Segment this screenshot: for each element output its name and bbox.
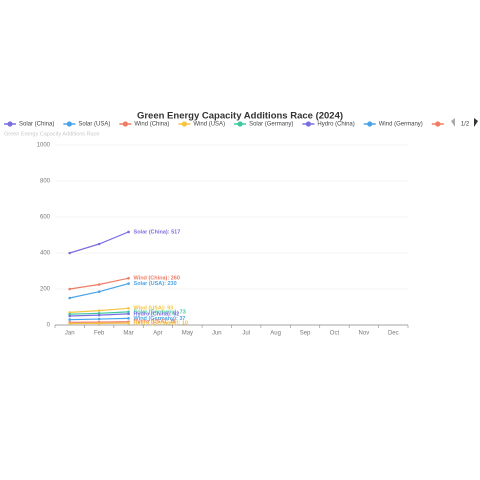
end-label: Solar (Germany): 73 bbox=[134, 309, 186, 315]
legend-label: Solar (China) bbox=[19, 122, 54, 128]
end-label: Wind (China): 260 bbox=[134, 276, 180, 282]
data-point bbox=[127, 310, 130, 314]
legend-label: Solar (USA) bbox=[78, 122, 110, 128]
end-label: Hydro (USA): 18 bbox=[134, 319, 176, 325]
end-label: Wind (USA): 93 bbox=[134, 306, 174, 312]
data-point bbox=[68, 318, 72, 321]
y-tick-label: 600 bbox=[40, 215, 51, 221]
data-point bbox=[97, 313, 101, 317]
legend-next[interactable] bbox=[474, 118, 478, 127]
series-line bbox=[69, 231, 129, 254]
data-point bbox=[68, 322, 72, 325]
data-point bbox=[68, 312, 72, 316]
data-point bbox=[68, 296, 72, 300]
x-tick-label: Jul bbox=[242, 331, 250, 337]
legend-icon bbox=[181, 121, 187, 127]
data-point bbox=[127, 230, 130, 234]
data-point bbox=[127, 282, 130, 285]
y-tick-label: 400 bbox=[40, 251, 51, 257]
chart-subtitle: Green Energy Capacity Additions Race bbox=[4, 131, 99, 137]
legend-label: Wind (Germany) bbox=[379, 122, 423, 128]
legend-icon bbox=[305, 121, 312, 127]
x-tick-label: May bbox=[182, 331, 193, 337]
data-point bbox=[97, 290, 101, 294]
end-label: Hydro (Germany): 10 bbox=[134, 321, 188, 327]
y-tick-label: 1000 bbox=[37, 143, 51, 149]
end-label: Solar (China): 517 bbox=[134, 229, 181, 235]
legend-label: Wind (China) bbox=[134, 122, 169, 128]
data-point bbox=[97, 312, 101, 315]
data-point bbox=[68, 287, 72, 291]
data-point bbox=[97, 242, 101, 246]
data-point bbox=[97, 322, 101, 325]
x-tick-label: Aug bbox=[270, 331, 281, 337]
x-tick-label: Oct bbox=[330, 331, 340, 337]
data-point bbox=[127, 276, 130, 280]
legend-icon bbox=[122, 121, 128, 127]
x-tick-label: Apr bbox=[153, 331, 162, 337]
x-tick-label: Dec bbox=[388, 331, 399, 337]
data-point bbox=[97, 317, 101, 321]
legend-icon bbox=[237, 121, 243, 127]
data-point bbox=[127, 321, 130, 325]
legend-icon bbox=[66, 121, 72, 127]
legend-icon bbox=[7, 121, 13, 127]
legend-page: 1/2 bbox=[461, 122, 470, 128]
data-point bbox=[97, 309, 101, 312]
y-tick-label: 800 bbox=[40, 179, 51, 185]
data-point bbox=[127, 317, 130, 320]
legend-label: Solar (Germany) bbox=[249, 122, 293, 128]
data-point bbox=[127, 306, 130, 310]
end-label: Wind (Germany): 37 bbox=[134, 316, 186, 322]
legend-label: Hydro (China) bbox=[317, 122, 354, 128]
legend: Solar (China) Solar (USA) Wind (China) Wind… bbox=[4, 121, 480, 128]
data-point bbox=[127, 312, 130, 316]
data-point bbox=[97, 283, 101, 286]
y-tick-label: 0 bbox=[47, 323, 51, 329]
x-tick-label: Jan bbox=[65, 331, 75, 337]
x-tick-label: Nov bbox=[359, 331, 370, 337]
y-tick-label: 200 bbox=[40, 287, 51, 293]
x-tick-label: Jun bbox=[212, 331, 222, 337]
x-tick-label: Sep bbox=[300, 331, 311, 337]
data-point bbox=[68, 251, 72, 255]
chart-title: Green Energy Capacity Additions Race (20… bbox=[137, 111, 343, 122]
legend-icon bbox=[435, 121, 441, 127]
legend-label: Hydro (USA) bbox=[447, 122, 480, 128]
x-tick-label: Feb bbox=[94, 331, 105, 337]
end-label: Hydro (China): 62 bbox=[134, 311, 180, 317]
legend-icon bbox=[367, 121, 373, 127]
legend-label: Wind (USA) bbox=[193, 122, 225, 128]
end-label: Solar (USA): 230 bbox=[134, 281, 177, 287]
data-point bbox=[68, 311, 72, 314]
legend-prev[interactable] bbox=[451, 118, 455, 127]
data-point bbox=[68, 314, 72, 318]
x-tick-label: Mar bbox=[123, 331, 133, 337]
